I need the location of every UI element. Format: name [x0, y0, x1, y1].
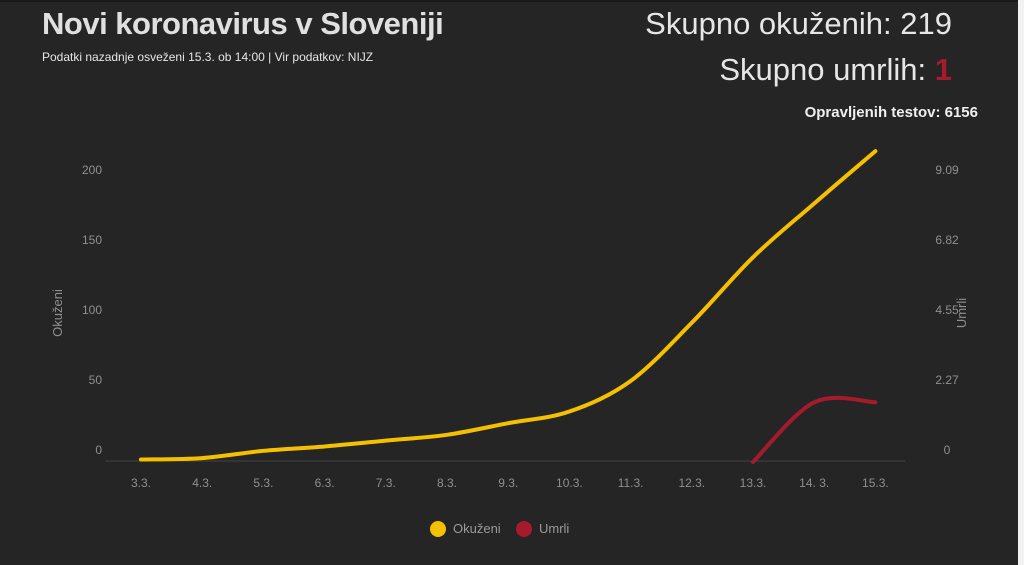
tests-count: Opravljenih testov: 6156: [804, 104, 978, 121]
x-tick-label: 12.3.: [678, 476, 705, 490]
y-tick-label: 0: [95, 443, 102, 457]
y-tick-label: 200: [82, 163, 102, 177]
total-infected-label: Skupno okuženih:: [645, 6, 892, 41]
x-tick-label: 15.3.: [862, 476, 889, 490]
total-deaths-value: 1: [934, 52, 952, 87]
chart-title: Novi koronavirus v Sloveniji: [42, 6, 444, 41]
legend-marker: [430, 521, 446, 537]
y2-axis-label: Umrli: [954, 298, 969, 328]
right-border: [1018, 0, 1024, 565]
x-tick-label: 6.3.: [315, 476, 335, 490]
y2-tick-label: 6.82: [935, 233, 959, 247]
legend-label: Okuženi: [453, 521, 501, 536]
y-axis-label: Okuženi: [50, 289, 65, 337]
x-tick-label: 4.3.: [192, 476, 212, 490]
x-tick-label: 13.3.: [740, 476, 767, 490]
series-line-okuženi: [139, 149, 878, 462]
y-tick-label: 100: [82, 303, 102, 317]
y-tick-label: 50: [89, 373, 103, 387]
legend-label: Umrli: [539, 521, 569, 536]
y2-tick-label: 4.55: [935, 303, 959, 317]
x-tick-label: 8.3.: [437, 476, 457, 490]
top-border: [0, 0, 1024, 2]
total-deaths: Skupno umrlih: 1: [719, 52, 952, 88]
y2-tick-label: 2.27: [935, 373, 959, 387]
y2-tick-label: 0: [944, 443, 951, 457]
x-tick-label: 3.3.: [131, 476, 151, 490]
y2-tick-label: 9.09: [935, 163, 959, 177]
x-tick-label: 14. 3.: [799, 476, 829, 490]
series-line-umrli: [751, 395, 878, 464]
total-deaths-label: Skupno umrlih:: [719, 52, 927, 87]
x-tick-label: 5.3.: [253, 476, 273, 490]
total-infected: Skupno okuženih: 219: [645, 6, 952, 42]
x-tick-label: 7.3.: [376, 476, 396, 490]
x-tick-label: 10.3.: [556, 476, 583, 490]
legend-marker: [516, 521, 532, 537]
x-tick-label: 9.3.: [498, 476, 518, 490]
total-infected-value: 219: [900, 6, 952, 41]
x-tick-label: 11.3.: [618, 476, 644, 490]
y-tick-label: 150: [82, 233, 102, 247]
chart-subtitle: Podatki nazadnje osveženi 15.3. ob 14:00…: [42, 50, 374, 64]
